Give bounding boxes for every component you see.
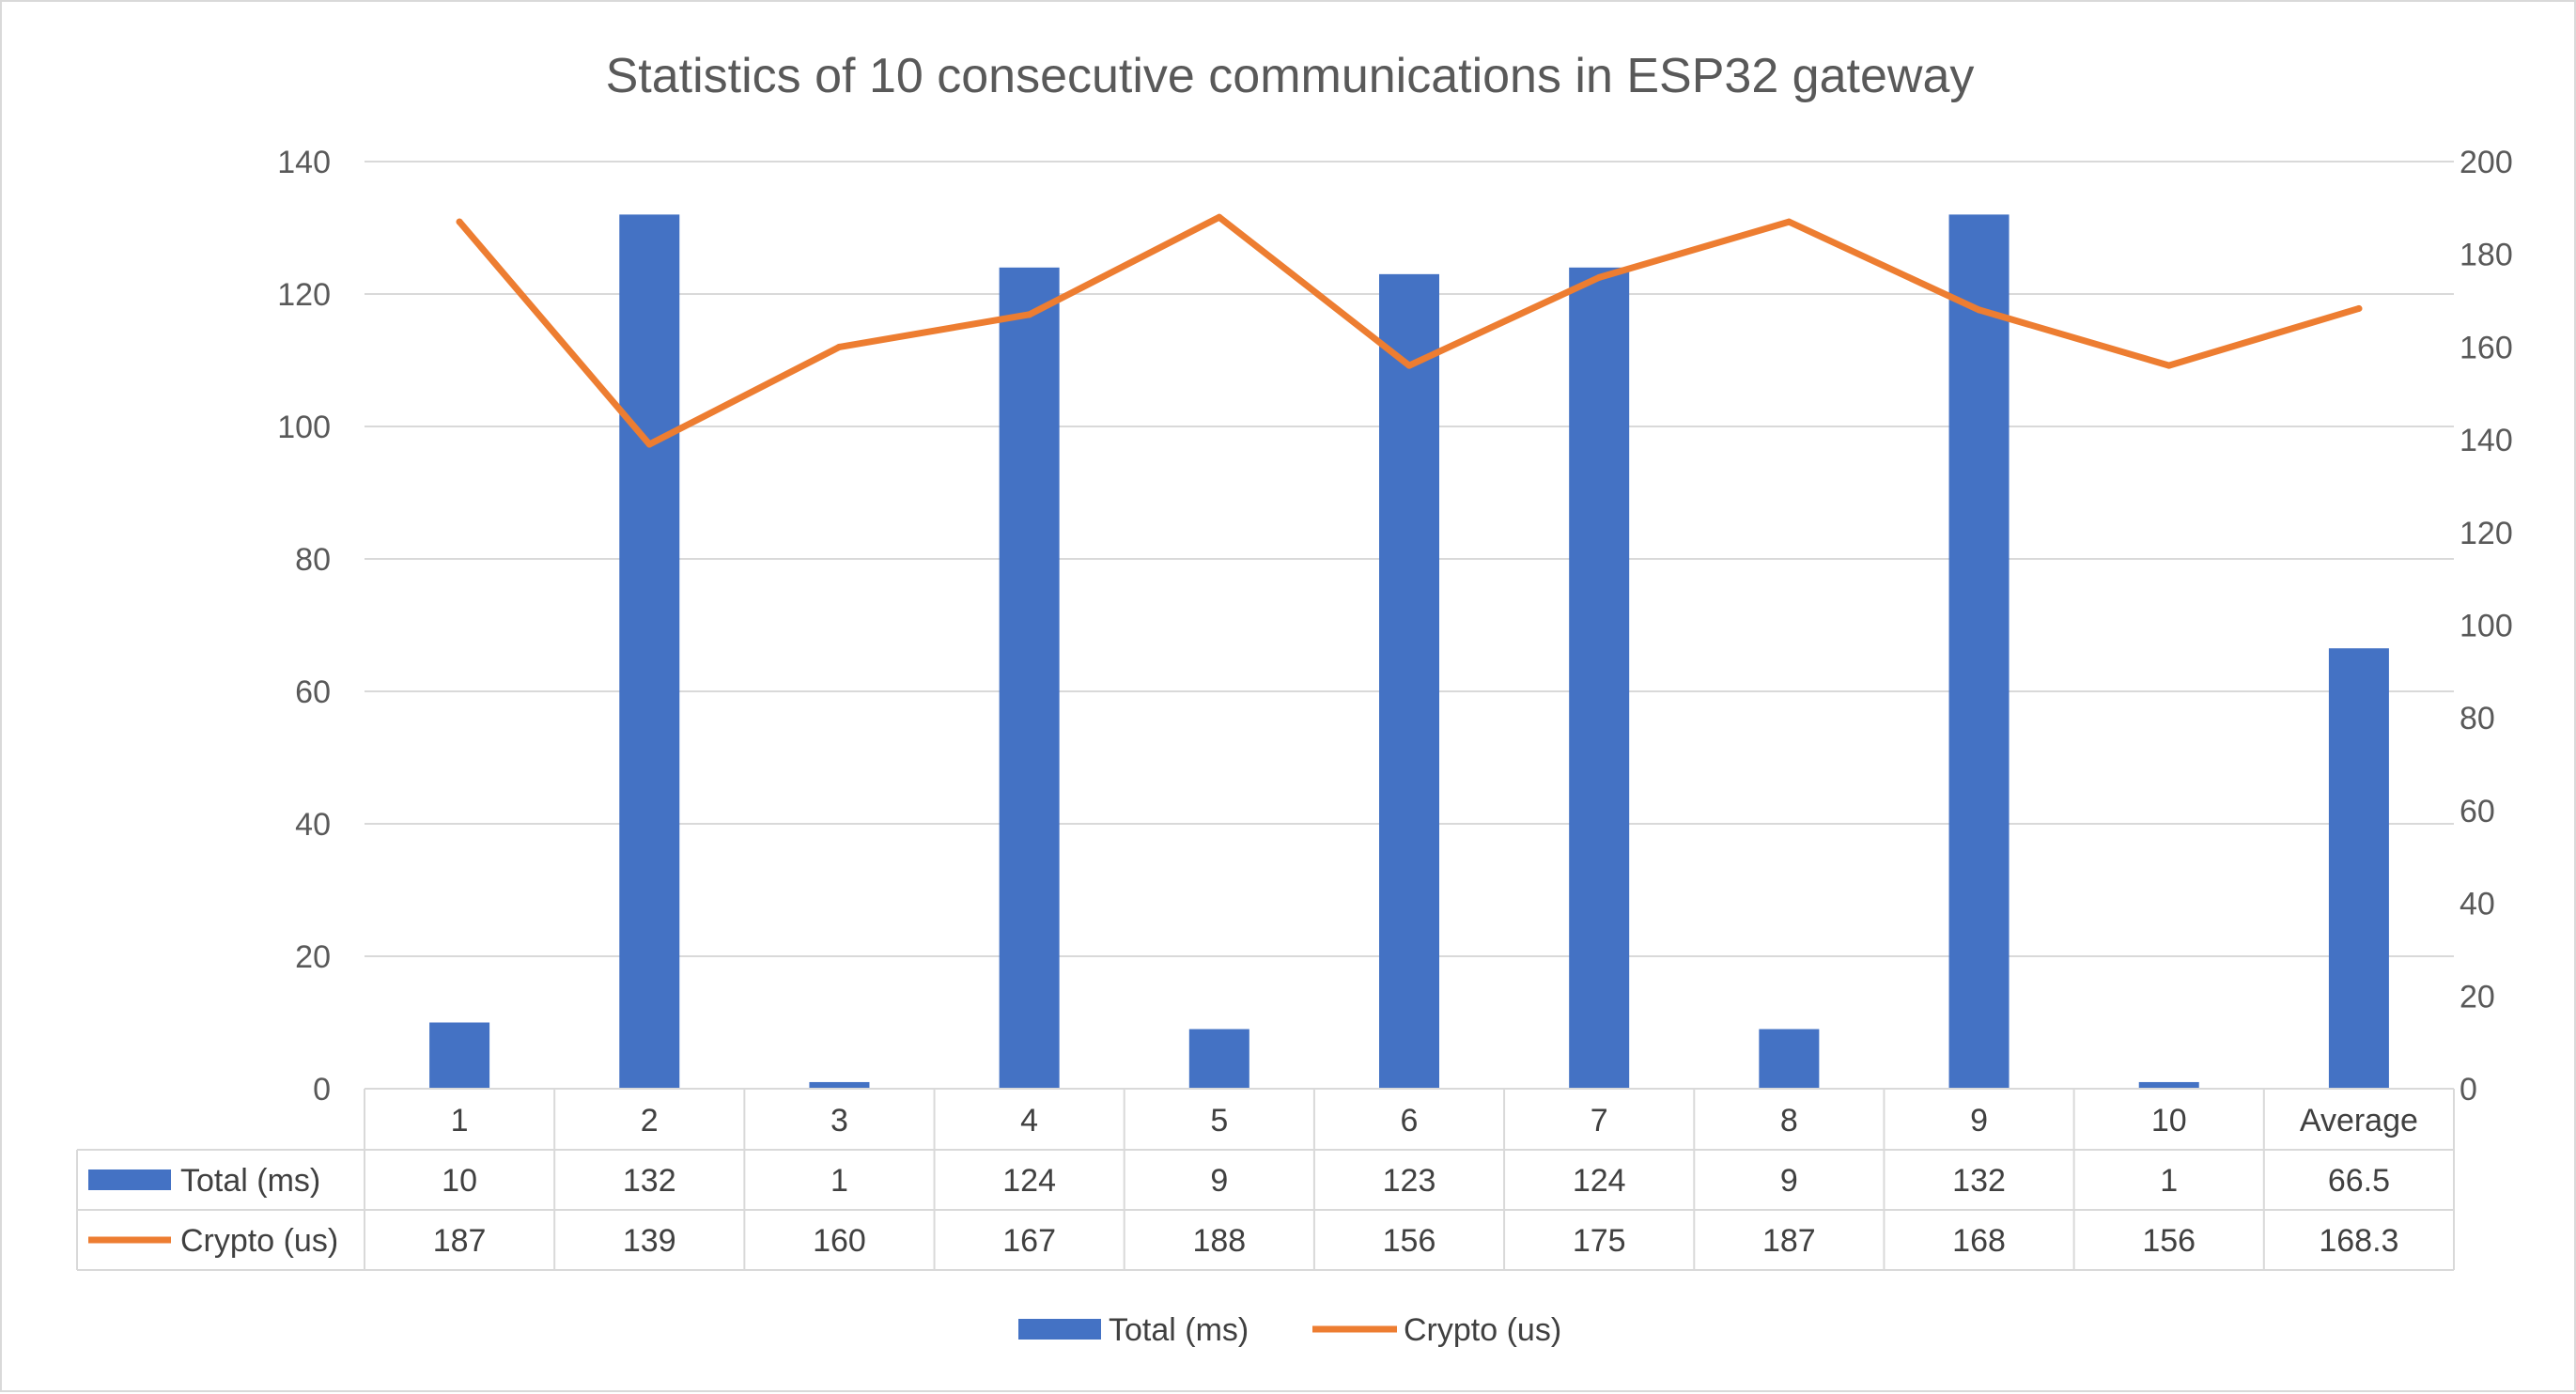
category-label: 5 — [1210, 1103, 1228, 1138]
table-value-crypto: 187 — [1762, 1223, 1816, 1259]
bar-total — [1569, 267, 1630, 1089]
left-axis-tick-label: 40 — [295, 807, 331, 843]
category-label: 2 — [641, 1103, 659, 1138]
crypto-point — [1026, 311, 1033, 318]
category-label: 3 — [830, 1103, 848, 1138]
crypto-line — [456, 213, 2363, 448]
bar-total — [2138, 1081, 2199, 1089]
category-label: 10 — [2151, 1103, 2187, 1138]
left-axis-ticks: 0 20 40 60 80 100 120 140 — [277, 145, 331, 1107]
right-axis-tick-label: 200 — [2460, 145, 2513, 180]
table-value-crypto: 187 — [433, 1223, 487, 1259]
right-axis-tick-label: 180 — [2460, 238, 2513, 273]
right-axis-tick-label: 140 — [2460, 423, 2513, 458]
table-value-crypto: 168 — [1952, 1223, 2006, 1259]
table-value-crypto: 156 — [1383, 1223, 1436, 1259]
right-axis-tick-label: 80 — [2460, 701, 2495, 736]
crypto-point — [1216, 213, 1223, 221]
category-label: 1 — [451, 1103, 469, 1138]
left-axis-tick-label: 120 — [277, 277, 331, 313]
table-value-crypto: 167 — [1002, 1223, 1056, 1259]
bar-total — [1759, 1029, 1820, 1089]
chart-title: Statistics of 10 consecutive communicati… — [606, 49, 1975, 103]
category-label: 6 — [1401, 1103, 1419, 1138]
right-axis-tick-label: 100 — [2460, 609, 2513, 644]
left-axis-tick-label: 0 — [313, 1072, 331, 1107]
legend: Total (ms) Crypto (us) — [1018, 1312, 1561, 1348]
right-axis-tick-label: 120 — [2460, 516, 2513, 551]
right-axis-tick-label: 60 — [2460, 794, 2495, 829]
category-label: 7 — [1591, 1103, 1608, 1138]
table-value-total: 9 — [1780, 1163, 1798, 1199]
table-value-total: 1 — [830, 1163, 848, 1199]
crypto-point — [835, 343, 843, 350]
table-value-total: 132 — [1952, 1163, 2006, 1199]
right-axis-tick-label: 160 — [2460, 330, 2513, 365]
crypto-point — [2165, 362, 2173, 369]
table-value-total: 132 — [623, 1163, 676, 1199]
bar-total — [1379, 273, 1439, 1090]
left-axis-tick-label: 20 — [295, 939, 331, 975]
bar-total — [1948, 214, 2010, 1089]
table-row-name-crypto: Crypto (us) — [180, 1223, 338, 1259]
bar-total — [1188, 1029, 1249, 1089]
legend-key-total — [1018, 1319, 1101, 1340]
left-axis-tick-label: 140 — [277, 145, 331, 180]
table-value-crypto: 168.3 — [2319, 1223, 2398, 1259]
table-value-total: 123 — [1383, 1163, 1436, 1199]
table-value-total: 1 — [2160, 1163, 2178, 1199]
crypto-point — [456, 218, 463, 225]
category-label: 9 — [1970, 1103, 1988, 1138]
table-value-crypto: 188 — [1192, 1223, 1246, 1259]
legend-label-total: Total (ms) — [1109, 1312, 1249, 1348]
table-value-crypto: 175 — [1573, 1223, 1626, 1259]
left-axis-tick-label: 60 — [295, 674, 331, 710]
table-row-name-total: Total (ms) — [180, 1163, 320, 1199]
table-key-total — [88, 1169, 171, 1190]
table-value-total: 124 — [1002, 1163, 1056, 1199]
crypto-point — [2355, 304, 2363, 312]
table-value-crypto: 160 — [813, 1223, 866, 1259]
crypto-point — [1595, 273, 1603, 281]
category-label: Average — [2300, 1103, 2418, 1138]
crypto-point — [1405, 362, 1413, 369]
table-value-total: 9 — [1210, 1163, 1228, 1199]
left-axis-tick-label: 100 — [277, 410, 331, 445]
bar-total — [429, 1022, 490, 1089]
category-label: 8 — [1780, 1103, 1798, 1138]
crypto-point — [645, 441, 653, 448]
category-label: 4 — [1020, 1103, 1038, 1138]
legend-label-crypto: Crypto (us) — [1404, 1312, 1561, 1348]
table-value-total: 10 — [442, 1163, 477, 1199]
bar-total — [619, 214, 680, 1089]
right-axis-ticks: 0 20 40 60 80 100 120 140 160 180 200 — [2460, 145, 2513, 1107]
crypto-point — [1976, 306, 1983, 314]
table-value-crypto: 139 — [623, 1223, 676, 1259]
crypto-point — [1785, 218, 1792, 225]
right-axis-tick-label: 40 — [2460, 887, 2495, 922]
bar-total — [2328, 648, 2389, 1089]
bars — [429, 214, 2389, 1090]
table-value-total: 66.5 — [2328, 1163, 2390, 1199]
right-axis-tick-label: 20 — [2460, 979, 2495, 1015]
right-axis-tick-label: 0 — [2460, 1072, 2477, 1107]
table-value-crypto: 156 — [2142, 1223, 2196, 1259]
left-axis-tick-label: 80 — [295, 542, 331, 578]
table-value-total: 124 — [1573, 1163, 1626, 1199]
bar-total — [999, 267, 1060, 1089]
bar-total — [809, 1081, 870, 1089]
